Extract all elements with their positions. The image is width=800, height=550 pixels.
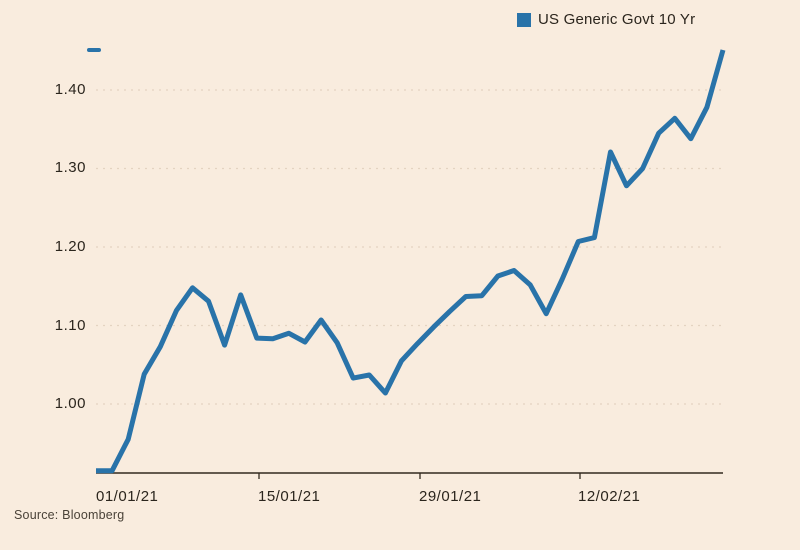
legend-swatch-icon [517,12,531,27]
y-axis-tick-label: 1.30 [54,159,86,176]
y-axis-tick-label: 1.00 [54,395,86,412]
legend-label: US Generic Govt 10 Yr [538,11,696,28]
x-axis-tick-label: 29/01/21 [419,488,482,505]
y-axis-tick-label: 1.20 [54,238,86,255]
x-axis-tick-label: 15/01/21 [258,488,321,505]
yield-line [96,49,726,474]
x-axis-tick-label: 12/02/21 [578,488,641,505]
x-axis-tick-label: 01/01/21 [96,488,159,505]
source-attribution: Source: Bloomberg [14,508,125,522]
legend: US Generic Govt 10 Yr [517,11,695,28]
y-axis-tick-label: 1.10 [54,317,86,334]
x-axis-ticks [258,473,581,479]
gridlines [96,89,723,405]
y-axis-tick-label: 1.40 [54,81,86,98]
last-value-marker [87,48,101,52]
